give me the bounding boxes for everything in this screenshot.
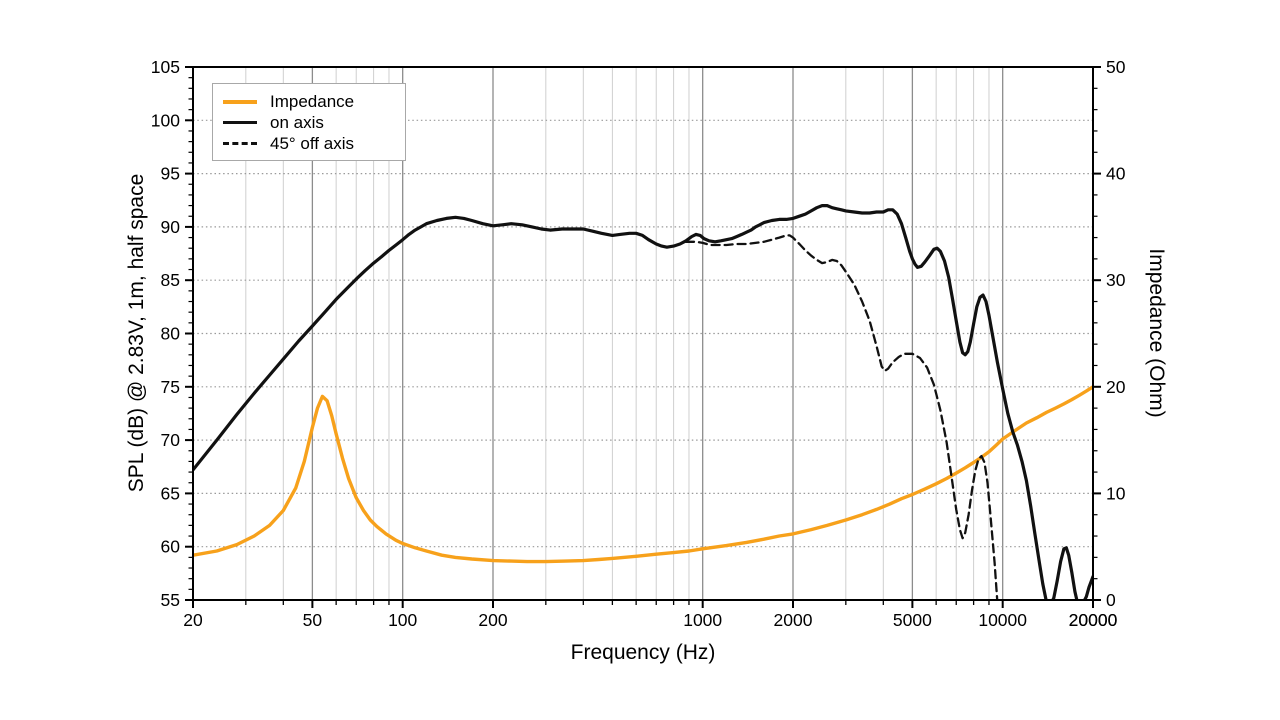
on-axis-curve [193, 204, 1093, 600]
impedance-tick-label: 40 [1106, 164, 1126, 184]
chart-legend: Impedance on axis 45° off axis [212, 83, 406, 161]
spl-tick-label: 90 [161, 217, 181, 237]
curves [193, 204, 1093, 600]
spl-tick-label: 70 [161, 430, 181, 450]
impedance-curve [193, 385, 1093, 564]
legend-item-impedance: Impedance [223, 91, 395, 112]
impedance-tick-label: 20 [1106, 377, 1126, 397]
spl-tick-label: 85 [161, 270, 180, 290]
x-tick-label: 2000 [774, 610, 813, 630]
right-axis-title: Impedance (Ohm) [1145, 248, 1168, 418]
off-axis-line-sample-icon [223, 142, 257, 145]
spines [192, 66, 1094, 601]
left-axis-title: SPL (dB) @ 2.83V, 1m, half space [125, 173, 148, 493]
legend-label-impedance: Impedance [270, 92, 355, 111]
x-tick-label: 20 [183, 610, 203, 630]
legend-label-on-axis: on axis [270, 113, 324, 132]
impedance-tick-label: 30 [1106, 270, 1126, 290]
spl-tick-label: 60 [161, 537, 181, 557]
x-axis-title: Frequency (Hz) [570, 641, 716, 664]
spl-tick-label: 80 [161, 324, 181, 344]
x-tick-label: 100 [388, 610, 417, 630]
tick-labels: 20 50 100 200 1000 2000 5000 10000 2000020000556… [151, 57, 1126, 630]
x-tick-label: 10000 [978, 610, 1027, 630]
spl-tick-label: 75 [161, 377, 180, 397]
impedance-tick-label: 10 [1106, 483, 1126, 503]
impedance-tick-label: 0 [1106, 590, 1116, 610]
legend-item-off-axis: 45° off axis [223, 133, 395, 154]
plot-border [192, 66, 1094, 601]
x-tick-label: 20000 [1069, 610, 1118, 630]
x-tick-label: 5000 [893, 610, 932, 630]
spl-tick-label: 65 [161, 483, 180, 503]
on-axis-line-sample-icon [223, 121, 257, 124]
x-tick-label: 20000 [1069, 610, 1118, 630]
spl-tick-label: 95 [161, 164, 180, 184]
legend-label-off-axis: 45° off axis [270, 134, 354, 153]
impedance-line-sample-icon [223, 99, 257, 104]
spl-tick-label: 105 [151, 57, 180, 77]
x-tick-label: 50 [303, 610, 323, 630]
spl-tick-label: 100 [151, 110, 180, 130]
x-tick-label: 200 [478, 610, 507, 630]
legend-item-on-axis: on axis [223, 112, 395, 133]
x-tick-label: 1000 [683, 610, 722, 630]
spl-tick-label: 55 [161, 590, 180, 610]
impedance-tick-label: 50 [1106, 57, 1126, 77]
45-off-axis-curve [684, 234, 999, 600]
